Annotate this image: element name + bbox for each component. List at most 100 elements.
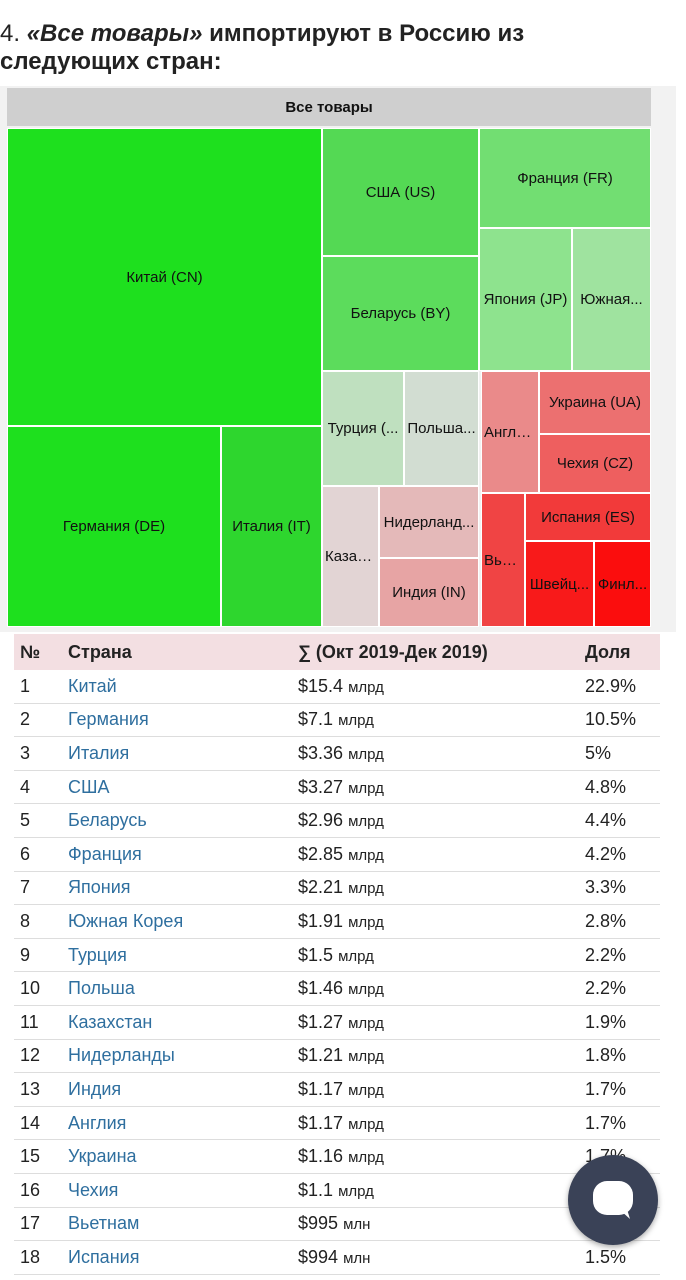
treemap-tile[interactable]: Англи... (481, 371, 539, 493)
treemap-tile-label: Южная... (580, 291, 643, 308)
row-amount: $1.91 млрд (292, 904, 579, 939)
treemap-tile[interactable]: Китай (CN) (7, 128, 322, 426)
treemap-tile[interactable]: Испания (ES) (525, 493, 651, 541)
page-heading: 4. «Все товары» импортируют в Россию из … (0, 20, 660, 76)
table-row: 8 Южная Корея $1.91 млрд 2.8% (14, 904, 660, 939)
row-share: 1.5% (579, 1240, 660, 1275)
row-share: 10.5% (579, 703, 660, 738)
table-row: 18 Испания $994 млн 1.5% (14, 1240, 660, 1275)
row-amount: $15.4 млрд (292, 670, 579, 704)
row-number: 7 (14, 871, 62, 906)
amount-unit: млрд (348, 1115, 384, 1133)
treemap-tile[interactable]: Финл... (594, 541, 651, 627)
treemap-tile[interactable]: Германия (DE) (7, 426, 221, 627)
amount-value: $2.96 (298, 810, 344, 831)
amount-value: $3.27 (298, 776, 344, 797)
amount-value: $994 (298, 1246, 339, 1267)
row-share: 3.3% (579, 871, 660, 906)
country-link[interactable]: Япония (62, 871, 292, 906)
chat-button[interactable] (568, 1155, 658, 1245)
heading-category: «Все товары» (26, 20, 203, 47)
country-link[interactable]: Англия (62, 1106, 292, 1141)
row-amount: $1.27 млрд (292, 1005, 579, 1040)
table-row: 3 Италия $3.36 млрд 5% (14, 736, 660, 771)
country-link[interactable]: Беларусь (62, 803, 292, 838)
treemap-tile-label: Финл... (597, 575, 648, 593)
row-amount: $2.21 млрд (292, 871, 579, 906)
amount-unit: млрд (348, 1081, 384, 1099)
header-number: № (20, 641, 41, 662)
amount-value: $2.85 (298, 843, 344, 864)
country-link[interactable]: Чехия (62, 1173, 292, 1208)
row-number: 17 (14, 1207, 62, 1242)
treemap-tile[interactable]: Япония (JP) (479, 228, 572, 371)
country-link[interactable]: Испания (62, 1240, 292, 1275)
treemap-tile[interactable]: Нидерланд... (379, 486, 479, 558)
country-link[interactable]: Польша (62, 971, 292, 1006)
treemap-tile[interactable]: США (US) (322, 128, 479, 256)
row-share: 4.4% (579, 803, 660, 838)
row-number: 9 (14, 938, 62, 973)
treemap-tile-label: Япония (JP) (483, 291, 568, 308)
treemap-tile[interactable]: Чехия (CZ) (539, 434, 651, 493)
row-number: 5 (14, 803, 62, 838)
row-number: 15 (14, 1139, 62, 1174)
country-link[interactable]: Казахстан (62, 1005, 292, 1040)
table-row: 7 Япония $2.21 млрд 3.3% (14, 871, 660, 906)
table-row: 1 Китай $15.4 млрд 22.9% (14, 670, 660, 704)
amount-unit: млрд (338, 712, 374, 730)
header-amount: ∑ (Окт 2019-Дек 2019) (298, 641, 488, 662)
country-link[interactable]: Германия (62, 703, 292, 738)
row-amount: $3.27 млрд (292, 770, 579, 805)
row-number: 14 (14, 1106, 62, 1141)
treemap-tile-label: Испания (ES) (541, 508, 635, 526)
treemap-tile-label: Англи... (484, 423, 536, 441)
row-share: 22.9% (579, 670, 660, 704)
row-share: 2.8% (579, 904, 660, 939)
treemap-tile[interactable]: Южная... (572, 228, 651, 371)
treemap-tile[interactable]: Вье... (481, 493, 525, 627)
table-row: 11 Казахстан $1.27 млрд 1.9% (14, 1005, 660, 1040)
amount-unit: млрд (348, 880, 384, 898)
country-link[interactable]: Италия (62, 736, 292, 771)
treemap-tile-label: Польша... (407, 420, 476, 437)
treemap-tile[interactable]: Казах... (322, 486, 379, 627)
amount-value: $1.17 (298, 1078, 344, 1099)
amount-value: $1.5 (298, 944, 334, 965)
row-number: 13 (14, 1072, 62, 1107)
row-share: 5% (579, 736, 660, 771)
chat-bubble-icon (593, 1181, 633, 1219)
country-link[interactable]: Индия (62, 1072, 292, 1107)
country-link[interactable]: Вьетнам (62, 1207, 292, 1242)
row-number: 16 (14, 1173, 62, 1208)
header-share: Доля (585, 641, 631, 662)
treemap-tile[interactable]: Украина (UA) (539, 371, 651, 434)
amount-unit: млрд (348, 913, 384, 931)
country-link[interactable]: Нидерланды (62, 1039, 292, 1074)
treemap-tile[interactable]: Беларусь (BY) (322, 256, 479, 371)
country-link[interactable]: Турция (62, 938, 292, 973)
row-number: 2 (14, 703, 62, 738)
treemap-tile[interactable]: Италия (IT) (221, 426, 322, 627)
treemap-tile[interactable]: Франция (FR) (479, 128, 651, 228)
row-amount: $1.1 млрд (292, 1173, 579, 1208)
treemap-tile[interactable]: Польша... (404, 371, 479, 486)
row-amount: $1.17 млрд (292, 1072, 579, 1107)
amount-value: $1.27 (298, 1011, 344, 1032)
country-link[interactable]: Китай (62, 670, 292, 704)
country-link[interactable]: Франция (62, 837, 292, 872)
table-row: 5 Беларусь $2.96 млрд 4.4% (14, 803, 660, 838)
country-link[interactable]: США (62, 770, 292, 805)
treemap-tile[interactable]: Швейц... (525, 541, 594, 627)
amount-unit: млрд (348, 1014, 384, 1032)
treemap-tile-label: Китай (CN) (126, 268, 203, 286)
row-amount: $1.21 млрд (292, 1039, 579, 1074)
treemap-chart: Все товары Китай (CN) Германия (DE) Италия… (0, 86, 676, 632)
imports-table: № Страна ∑ (Окт 2019-Дек 2019) Доля 1 Кит… (14, 634, 660, 1275)
row-number: 12 (14, 1039, 62, 1074)
country-link[interactable]: Украина (62, 1139, 292, 1174)
treemap-tile[interactable]: Индия (IN) (379, 558, 479, 627)
amount-unit: млрд (348, 678, 384, 696)
country-link[interactable]: Южная Корея (62, 904, 292, 939)
treemap-tile[interactable]: Турция (... (322, 371, 404, 486)
